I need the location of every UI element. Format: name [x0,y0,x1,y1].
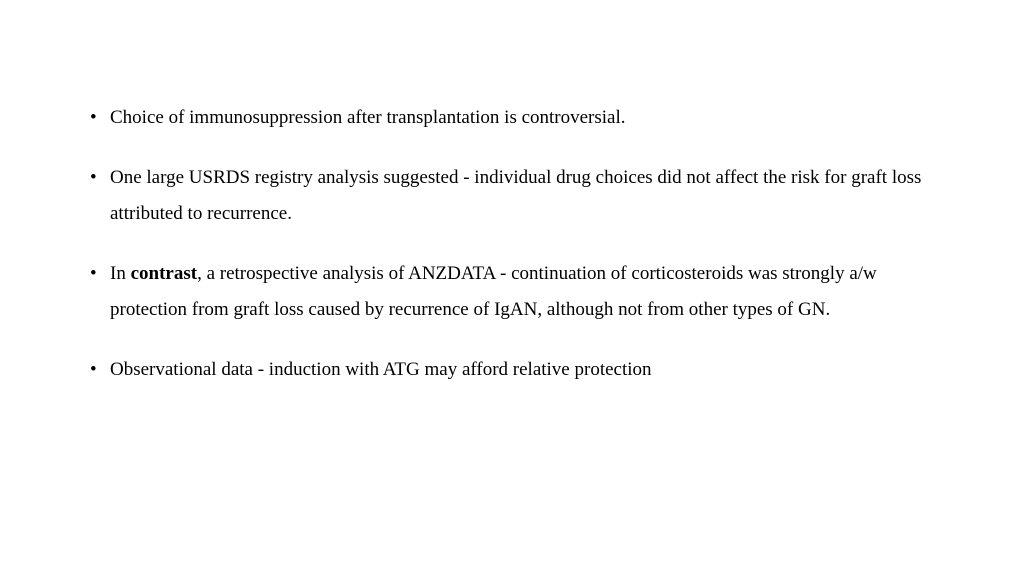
bullet-text: Observational data - induction with ATG … [110,359,652,380]
bullet-text: Choice of immunosuppression after transp… [110,107,626,128]
bullet-text-suffix: , a retrospective analysis of ANZDATA - … [110,263,877,320]
list-item: Choice of immunosuppression after transp… [90,100,954,136]
list-item: Observational data - induction with ATG … [90,352,954,388]
bullet-text-bold: contrast [131,263,197,284]
bullet-text-prefix: In [110,263,131,284]
bullet-list: Choice of immunosuppression after transp… [90,100,954,389]
list-item: One large USRDS registry analysis sugges… [90,160,954,232]
list-item: In contrast, a retrospective analysis of… [90,256,954,328]
bullet-text: One large USRDS registry analysis sugges… [110,167,921,224]
